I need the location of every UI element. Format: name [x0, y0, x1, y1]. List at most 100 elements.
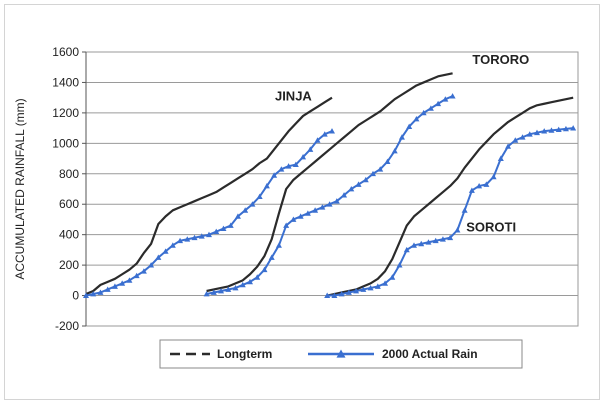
actual-rain-marker	[468, 187, 475, 193]
actual-rain-marker	[439, 236, 446, 242]
actual-rain-marker	[278, 166, 285, 172]
actual-rain-marker	[191, 234, 198, 241]
actual-rain-marker	[476, 182, 483, 189]
actual-rain-marker	[382, 280, 389, 286]
actual-rain-marker	[90, 291, 97, 297]
longterm-line-soroti	[326, 96, 574, 297]
y-tick-label: 600	[59, 197, 79, 211]
y-tick-label: -200	[55, 319, 79, 333]
actual-rain-marker	[519, 134, 526, 140]
actual-rain-marker	[329, 128, 335, 134]
actual-rain-marker	[97, 289, 104, 295]
actual-rain-marker	[261, 266, 268, 273]
actual-rain-marker	[210, 289, 217, 295]
actual-rain-marker	[283, 222, 290, 228]
actual-rain-marker	[314, 137, 321, 143]
actual-rain-marker	[333, 198, 340, 204]
actual-rain-marker	[292, 161, 299, 168]
actual-rain-marker	[234, 213, 241, 219]
actual-rain-marker	[177, 237, 184, 244]
actual-rain-marker	[256, 193, 263, 200]
actual-rain-marker	[447, 234, 454, 241]
grid-layer	[85, 51, 579, 327]
actual-rain-marker	[341, 192, 348, 198]
actual-rain-marker	[297, 213, 304, 219]
axis-layer: -200 0 200 400 600 800 1000 1200 1400 1600	[52, 45, 87, 333]
actual-rain-marker	[140, 268, 147, 274]
actual-rain-marker	[483, 181, 490, 187]
plot-area	[85, 51, 579, 327]
y-tick-label: 0	[72, 289, 79, 303]
actual-rain-marker	[490, 173, 497, 180]
legend-actual-label: 2000 Actual Rain	[382, 347, 478, 361]
legend-longterm-label: Longterm	[217, 347, 272, 361]
actual-rain-marker	[389, 274, 396, 280]
actual-rain-marker	[454, 227, 461, 233]
actual-rain-marker	[406, 123, 413, 129]
actual-rain-marker	[367, 284, 374, 291]
actual-rain-marker	[133, 272, 140, 279]
actual-rain-marker	[254, 274, 261, 280]
actual-rain-marker	[307, 146, 314, 152]
actual-rain-marker	[271, 172, 278, 178]
actual-rain-marker	[548, 127, 555, 133]
actual-rain-marker	[326, 201, 333, 207]
actual-rain-marker	[268, 254, 275, 260]
actual-rain-marker	[285, 163, 292, 169]
actual-rain-marker	[331, 292, 338, 298]
station-group-soroti	[324, 96, 577, 298]
legend: Longterm 2000 Actual Rain	[159, 339, 523, 369]
longterm-line-jinja	[85, 96, 333, 296]
actual-rain-marker	[184, 236, 191, 242]
legend-items: Longterm 2000 Actual Rain	[170, 347, 478, 361]
actual-rain-marker	[377, 166, 384, 172]
actual-rain-marker	[413, 115, 420, 122]
actual-rain-marker	[398, 134, 405, 140]
actual-rain-marker	[206, 231, 212, 238]
station-group-jinja	[83, 96, 335, 298]
actual-rain-marker	[225, 286, 232, 292]
station-group-tororo	[203, 72, 456, 297]
actual-rain-marker	[227, 222, 234, 228]
actual-rain-marker	[449, 93, 456, 99]
station-label-tororo: TORORO	[472, 52, 529, 67]
actual-rain-marker	[300, 154, 307, 160]
actual-rain-marker	[435, 100, 442, 107]
actual-rain-marker	[249, 201, 256, 207]
y-tick-label: 1000	[52, 136, 79, 150]
station-label-jinja: JINJA	[275, 89, 312, 104]
actual-rain-marker	[290, 216, 297, 222]
actual-rain-marker	[312, 207, 319, 213]
actual-rain-marker	[427, 105, 434, 111]
actual-rain-marker	[83, 292, 89, 298]
actual-rain-marker	[232, 284, 239, 291]
actual-rain-marker	[370, 170, 376, 177]
actual-rain-marker	[374, 283, 381, 289]
actual-rain-marker	[213, 228, 220, 235]
y-tick-label: 800	[59, 167, 79, 181]
series-layer	[83, 72, 577, 298]
actual-rain-marker	[203, 291, 210, 297]
actual-rain-marker	[534, 129, 540, 136]
y-axis-label: ACCUMULATED RAINFALL (mm)	[13, 98, 27, 279]
actual-rain-marker	[321, 131, 328, 137]
actual-rain-marker	[555, 126, 562, 133]
actual-rain-marker	[198, 233, 205, 239]
actual-rain-marker	[345, 289, 352, 295]
actual-rain-marker	[384, 158, 391, 164]
actual-rain-marker	[239, 281, 246, 288]
y-tick-label: 400	[59, 228, 79, 242]
y-tick-label: 1600	[52, 45, 79, 59]
actual-rain-marker	[442, 96, 449, 102]
actual-rain-marker	[338, 291, 345, 297]
actual-rain-marker	[418, 240, 425, 247]
actual-rain-marker	[348, 186, 355, 192]
actual-rain-marker	[162, 248, 169, 254]
actual-rain-marker	[526, 131, 533, 137]
actual-rain-marker	[263, 182, 270, 189]
actual-rain-marker	[242, 207, 249, 213]
actual-rain-marker	[362, 176, 369, 183]
actual-rain-marker	[396, 262, 403, 268]
actual-rain-marker	[403, 246, 410, 253]
